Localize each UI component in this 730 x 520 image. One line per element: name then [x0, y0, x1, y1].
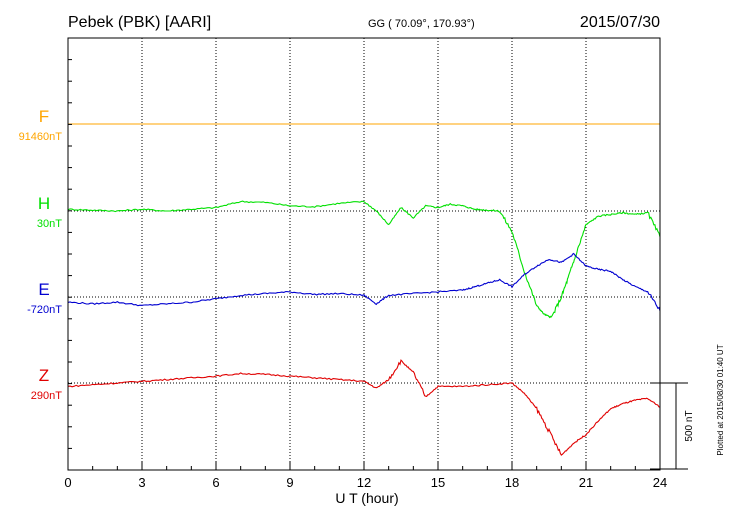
plotted-note: Plotted at 2015/08/30 01:40 UT [716, 344, 725, 455]
x-axis-label: U T (hour) [335, 490, 398, 506]
plot-area [67, 123, 661, 456]
component-label-e: E [38, 280, 49, 299]
series-line-e [67, 252, 661, 311]
plot-grid [68, 38, 660, 470]
x-tick-label: 12 [357, 475, 371, 490]
x-tick-label: 0 [64, 475, 71, 490]
baseline-value-f: 91460nT [19, 131, 63, 143]
x-axis: 0 3 6 9 12 15 18 21 24 [64, 59, 667, 490]
x-tick-label: 24 [653, 475, 667, 490]
x-tick-label: 21 [579, 475, 593, 490]
x-tick-label: 18 [505, 475, 519, 490]
series-line-z [67, 359, 661, 456]
component-label-h: H [38, 194, 50, 213]
chart-title: Pebek (PBK) [AARI] [68, 14, 211, 31]
baseline-value-z: 290nT [31, 390, 62, 402]
baseline-value-e: -720nT [27, 304, 62, 316]
chart-date: 2015/07/30 [580, 14, 660, 31]
scale-bar: 500 nT [650, 382, 695, 470]
x-tick-label: 9 [286, 475, 293, 490]
component-label-f: F [39, 107, 49, 126]
component-label-z: Z [39, 366, 49, 385]
series-labels: F 91460nT H 30nT E -720nT Z 290nT [19, 107, 63, 402]
station-coordinates: GG ( 70.09°, 170.93°) [368, 18, 475, 30]
x-tick-label: 3 [138, 475, 145, 490]
x-tick-label: 15 [431, 475, 445, 490]
baseline-value-h: 30nT [37, 218, 62, 230]
series-line-h [67, 200, 661, 319]
scale-bar-label: 500 nT [684, 410, 695, 441]
x-tick-label: 6 [212, 475, 219, 490]
